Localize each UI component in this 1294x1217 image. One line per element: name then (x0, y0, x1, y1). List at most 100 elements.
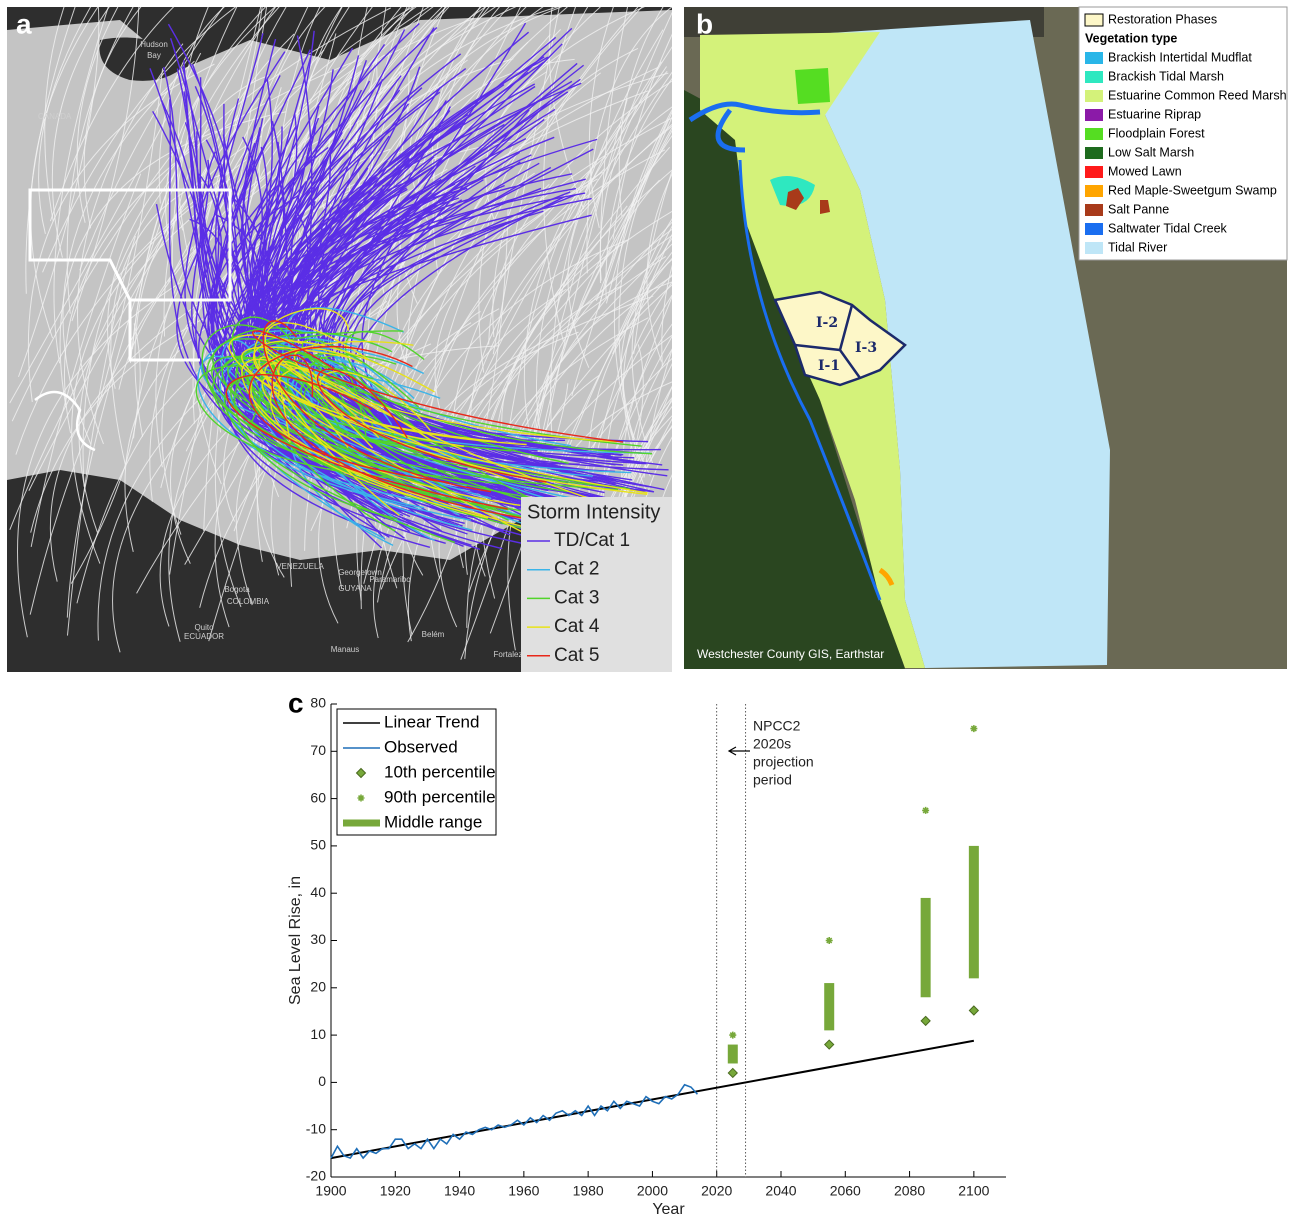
x-tick-label: 1920 (380, 1183, 411, 1199)
panel-label: b (696, 8, 713, 39)
legend-label: Restoration Phases (1108, 12, 1217, 26)
marker (826, 937, 833, 944)
y-tick-label: 30 (310, 931, 326, 947)
page: a Hudson Bay CANADA VENEZUELA Bogota COLOMBIA… (0, 0, 1294, 1217)
legend-label: Brackish Intertidal Mudflat (1108, 50, 1252, 64)
legend-swatch (1085, 242, 1103, 254)
legend-label: Cat 5 (554, 645, 599, 666)
x-tick-label: 1900 (315, 1183, 346, 1199)
map-label: Quito (194, 623, 214, 632)
map-label: COLOMBIA (227, 597, 270, 606)
y-tick-label: 0 (318, 1073, 326, 1089)
map-label: Belém (422, 630, 445, 639)
y-tick-label: -10 (306, 1120, 326, 1136)
legend-swatch (343, 820, 380, 827)
legend-label: 10th percentile (384, 762, 496, 781)
legend-swatch (1085, 52, 1103, 64)
legend-label: Observed (384, 737, 458, 756)
map-label: VENEZUELA (276, 562, 324, 571)
legend-label: Linear Trend (384, 712, 479, 731)
map-label: Manaus (331, 645, 359, 654)
x-tick-label: 2040 (765, 1183, 796, 1199)
panel-label: c (288, 687, 304, 718)
marker (825, 1040, 834, 1049)
annotation: projection (753, 754, 814, 770)
annotation: 2020s (753, 736, 791, 752)
legend-label: Estuarine Riprap (1108, 107, 1201, 121)
x-axis-title: Year (652, 1201, 685, 1217)
x-tick-label: 1960 (508, 1183, 539, 1199)
figure: a Hudson Bay CANADA VENEZUELA Bogota COLOMBIA… (0, 0, 1294, 1217)
y-tick-label: -20 (306, 1168, 326, 1184)
map-label: Bogota (224, 585, 250, 594)
legend-swatch (1085, 90, 1103, 102)
legend-swatch (1085, 71, 1103, 83)
y-tick-label: 20 (310, 979, 326, 995)
x-tick-label: 1940 (444, 1183, 475, 1199)
legend-swatch (1085, 185, 1103, 197)
x-tick-label: 2000 (637, 1183, 668, 1199)
x-tick-label: 2100 (958, 1183, 989, 1199)
legend-label: Low Salt Marsh (1108, 145, 1194, 159)
y-tick-label: 50 (310, 837, 326, 853)
legend-label: Cat 2 (554, 559, 599, 580)
marker (728, 1068, 737, 1077)
legend-label: Estuarine Common Reed Marsh (1108, 88, 1287, 102)
legend-swatch (1085, 147, 1103, 159)
x-tick-label: 2080 (894, 1183, 925, 1199)
phase-label: I-3 (855, 340, 877, 356)
marker (921, 1016, 930, 1025)
range-bar (921, 898, 931, 997)
marker (729, 1032, 736, 1039)
map-label: ECUADOR (184, 632, 224, 641)
x-tick-label: 1980 (573, 1183, 604, 1199)
map-label: Bay (147, 51, 161, 60)
range-bar (728, 1045, 738, 1064)
legend-label: Cat 3 (554, 587, 599, 608)
legend-label: 90th percentile (384, 787, 496, 806)
phase-label: I-2 (816, 315, 838, 331)
legend-swatch (1085, 109, 1103, 121)
y-tick-label: 70 (310, 742, 326, 758)
x-tick-label: 2020 (701, 1183, 732, 1199)
map-label: Fortalez (494, 650, 523, 659)
chart: -20 -10 0 10 20 30 40 50 60 70 80 1900 1920 1940 1960 1… (287, 695, 1006, 1217)
map-label: Hudson (140, 40, 168, 49)
legend-swatch (1085, 223, 1103, 235)
x-tick-label: 2060 (830, 1183, 861, 1199)
panel-label: a (16, 8, 32, 39)
legend-label: Mowed Lawn (1108, 164, 1182, 178)
marker (969, 1006, 978, 1015)
legend-title: Vegetation type (1085, 31, 1177, 45)
y-axis-title: Sea Level Rise, in (287, 876, 304, 1005)
map-label: Paramaribo (369, 575, 411, 584)
map-label: GUYANA (338, 584, 372, 593)
legend-label: TD/Cat 1 (554, 530, 630, 551)
legend-label: Saltwater Tidal Creek (1108, 221, 1228, 235)
legend-label: Salt Panne (1108, 202, 1169, 216)
y-tick-label: 80 (310, 695, 326, 711)
legend-swatch (1085, 166, 1103, 178)
legend-swatch (1085, 204, 1103, 216)
y-tick-label: 60 (310, 789, 326, 805)
floodplain-forest (795, 68, 830, 104)
annotation: NPCC2 (753, 718, 801, 734)
legend-swatch (1085, 14, 1103, 26)
legend-title: Storm Intensity (527, 501, 660, 523)
annotation-arrow (729, 747, 750, 755)
range-bar (824, 983, 834, 1030)
legend-label: Brackish Tidal Marsh (1108, 69, 1224, 83)
y-tick-label: 10 (310, 1026, 326, 1042)
legend-label: Middle range (384, 812, 482, 831)
y-tick-label: 40 (310, 884, 326, 900)
legend-label: Cat 4 (554, 616, 600, 637)
marker (970, 725, 977, 732)
attribution: Westchester County GIS, Earthstar (697, 647, 884, 661)
phase-label: I-1 (818, 358, 840, 374)
annotation: period (753, 772, 792, 788)
map-label: CANADA (38, 112, 72, 121)
legend-label: Tidal River (1108, 240, 1167, 254)
legend-label: Floodplain Forest (1108, 126, 1205, 140)
marker (922, 807, 929, 814)
range-bar (969, 846, 979, 978)
